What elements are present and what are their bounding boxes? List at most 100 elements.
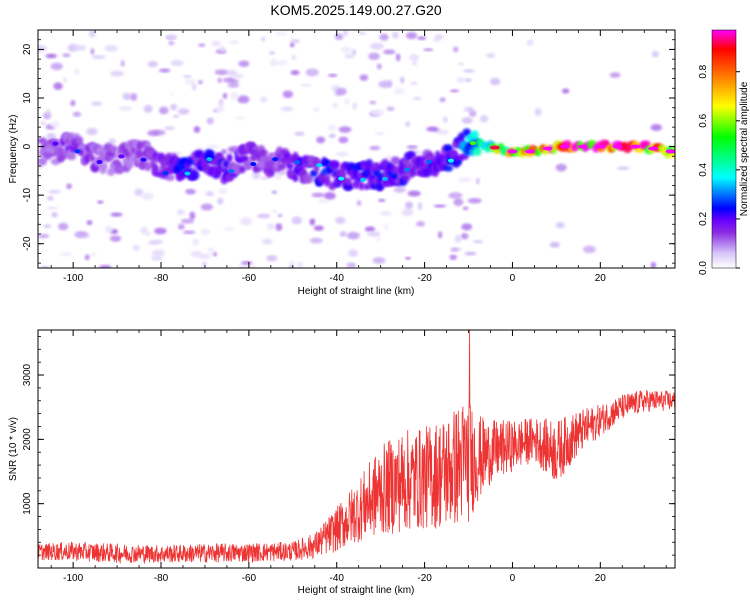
heatmap-blob [412, 96, 422, 101]
heatmap-blob [561, 88, 570, 94]
heatmap-blob [309, 237, 323, 244]
heatmap-core [184, 171, 191, 176]
heatmap-blob [86, 220, 93, 226]
heatmap-blob [104, 225, 113, 234]
colorbar-tick-label: 0.6 [698, 113, 709, 127]
heatmap-blob [461, 223, 473, 231]
heatmap-blob [555, 221, 565, 229]
heatmap-blob [465, 78, 472, 82]
heatmap-blob [38, 233, 50, 239]
y-tick-label: 20 [22, 43, 33, 55]
heatmap-blob [170, 59, 184, 67]
heatmap-blob [214, 105, 225, 113]
heatmap-blob [274, 60, 289, 66]
heatmap-blob [426, 126, 439, 132]
heatmap-blob [650, 124, 663, 131]
heatmap-core [382, 176, 389, 181]
x-tick-label: 0 [510, 573, 516, 584]
heatmap-cell [443, 165, 454, 172]
heatmap-blob [379, 33, 389, 41]
heatmap-core [577, 144, 588, 149]
heatmap-blob [412, 61, 417, 66]
heatmap-blob [400, 76, 405, 84]
heatmap-blob [184, 78, 196, 85]
heatmap-blob [218, 46, 226, 52]
y-tick-label: 1000 [22, 492, 33, 515]
heatmap-blob [230, 92, 239, 100]
heatmap-blob [91, 55, 106, 60]
heatmap-blob [74, 68, 80, 75]
x-tick-label: -100 [63, 573, 83, 584]
heatmap-cell [303, 174, 314, 184]
heatmap-blob [453, 198, 464, 206]
heatmap-blob [294, 131, 305, 136]
heatmap-cell [330, 160, 340, 168]
heatmap-blob [66, 183, 72, 190]
heatmap-blob [369, 145, 381, 151]
heatmap-blob [72, 111, 82, 117]
heatmap-core [338, 176, 345, 181]
heatmap-core [447, 158, 454, 163]
heatmap-blob [313, 225, 324, 231]
heatmap-blob [191, 83, 197, 91]
heatmap-blob [257, 213, 271, 219]
heatmap-blob [118, 106, 132, 111]
heatmap-blob [335, 216, 346, 225]
heatmap-blob [141, 192, 154, 201]
heatmap-blob [217, 188, 228, 195]
heatmap-blob [251, 264, 257, 268]
heatmap-blob [448, 192, 463, 199]
heatmap-blob [43, 224, 51, 229]
heatmap-blob [223, 227, 236, 231]
heatmap-blob [311, 192, 325, 198]
heatmap-blob [313, 107, 320, 112]
heatmap-core [425, 159, 432, 164]
heatmap-blob [232, 73, 244, 79]
heatmap-blob [297, 261, 304, 268]
heatmap-blob [90, 48, 95, 55]
heatmap-blob [193, 126, 201, 133]
heatmap-blob [344, 98, 350, 105]
heatmap-core [525, 149, 536, 154]
heatmap-core [250, 162, 257, 167]
heatmap-blob [433, 35, 440, 43]
spectrogram-x-axis-label: Height of straight line (km) [298, 286, 415, 297]
heatmap-blob [201, 261, 207, 267]
heatmap-core [542, 146, 553, 151]
heatmap-blob [289, 260, 296, 265]
heatmap-blob [51, 212, 58, 218]
colorbar-gradient [711, 29, 737, 269]
heatmap-blob [456, 77, 467, 83]
heatmap-blob [207, 246, 215, 255]
heatmap-blob [109, 235, 122, 242]
heatmap-blob [450, 247, 459, 252]
chart-title: KOM5.2025.149.00.27.G20 [270, 2, 441, 18]
heatmap-blob [275, 31, 288, 37]
heatmap-blob [347, 249, 359, 257]
heatmap-blob [609, 72, 621, 78]
heatmap-core [507, 149, 518, 154]
heatmap-blob [376, 236, 382, 242]
heatmap-blob [229, 40, 239, 45]
heatmap-blob [86, 127, 98, 136]
heatmap-blob [407, 190, 421, 197]
heatmap-blob [617, 166, 630, 171]
x-tick-label: -60 [242, 273, 257, 284]
heatmap-blob [368, 52, 380, 61]
heatmap-blob [46, 196, 54, 201]
heatmap-blob [467, 197, 482, 204]
heatmap-blob [346, 231, 360, 240]
heatmap-core [648, 146, 659, 151]
heatmap-blob [393, 186, 406, 193]
heatmap-cell [232, 164, 243, 175]
heatmap-blob [261, 238, 273, 245]
heatmap-core [272, 157, 279, 162]
heatmap-blob [50, 62, 63, 71]
heatmap-cell [38, 137, 48, 145]
heatmap-blob [291, 216, 303, 225]
heatmap-blob [238, 60, 250, 67]
heatmap-blob [468, 109, 477, 118]
heatmap-blob [74, 44, 86, 51]
